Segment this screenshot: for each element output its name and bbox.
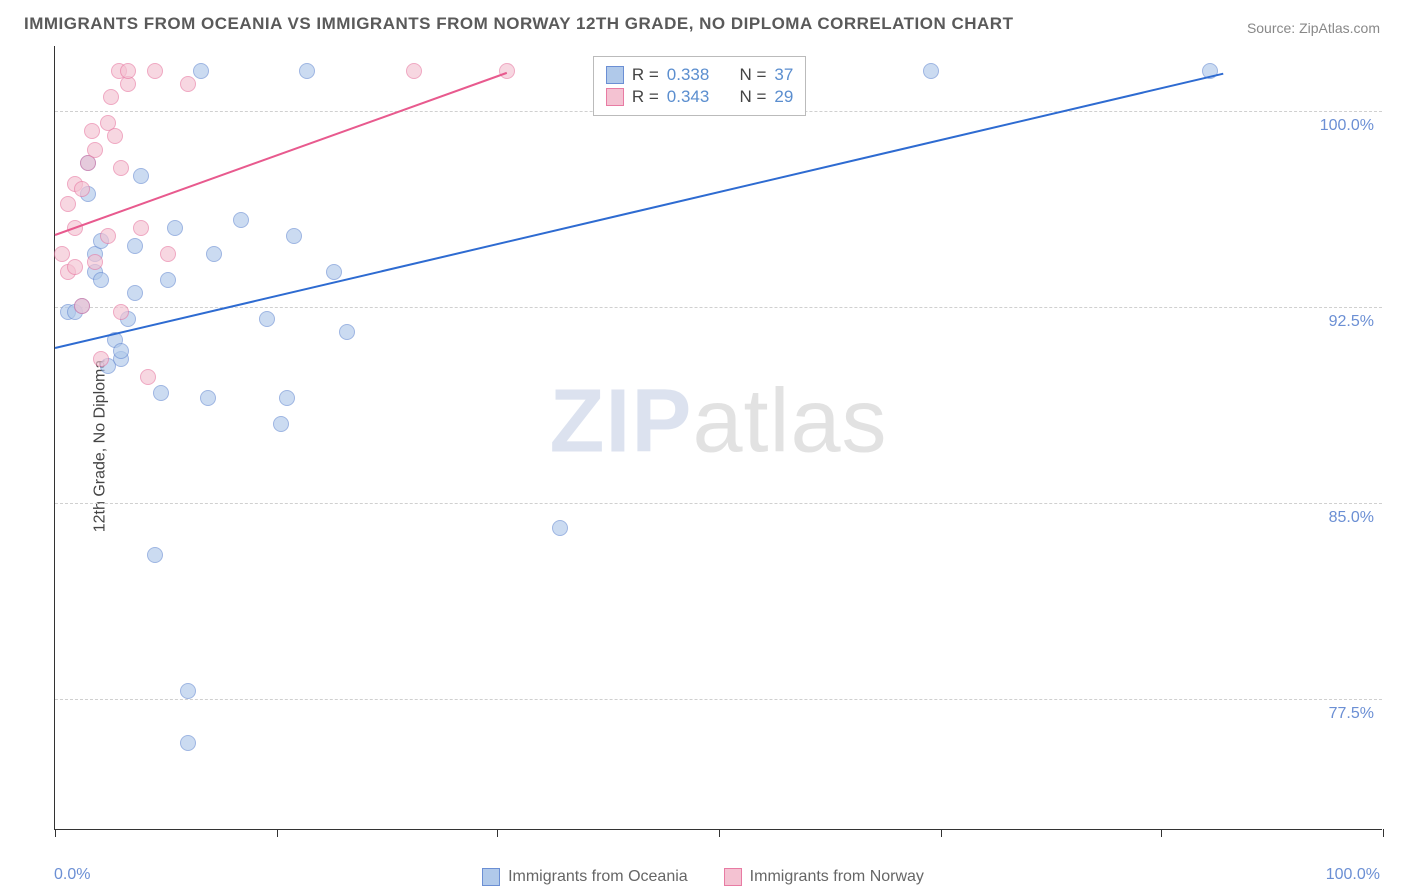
- n-value: 29: [774, 87, 793, 107]
- gridline: [55, 699, 1382, 700]
- watermark-atlas: atlas: [692, 371, 887, 471]
- x-tick: [277, 829, 278, 837]
- legend-label: Immigrants from Norway: [750, 868, 924, 886]
- scatter-point: [113, 160, 129, 176]
- legend-swatch: [724, 868, 742, 886]
- y-tick-label: 92.5%: [1329, 313, 1374, 331]
- watermark-zip: ZIP: [549, 371, 692, 471]
- correlation-legend-row: R = 0.338 N = 37: [606, 65, 794, 85]
- scatter-point: [113, 343, 129, 359]
- scatter-point: [60, 196, 76, 212]
- chart-title: IMMIGRANTS FROM OCEANIA VS IMMIGRANTS FR…: [24, 14, 1013, 34]
- bottom-legend-item: Immigrants from Oceania: [482, 868, 688, 886]
- y-tick-label: 85.0%: [1329, 509, 1374, 527]
- scatter-point: [160, 272, 176, 288]
- legend-swatch: [606, 66, 624, 84]
- scatter-point: [93, 272, 109, 288]
- scatter-point: [113, 304, 129, 320]
- scatter-point: [259, 311, 275, 327]
- scatter-point: [206, 246, 222, 262]
- correlation-legend: R = 0.338 N = 37R = 0.343 N = 29: [593, 56, 807, 116]
- scatter-point: [233, 212, 249, 228]
- chart-area: ZIPatlas 77.5% 85.0% 92.5% 100.0% R = 0.338 …: [54, 46, 1382, 830]
- n-label: N =: [739, 87, 766, 107]
- scatter-point: [499, 63, 515, 79]
- scatter-point: [93, 351, 109, 367]
- x-tick: [719, 829, 720, 837]
- scatter-point: [153, 385, 169, 401]
- scatter-point: [103, 89, 119, 105]
- n-label: N =: [739, 65, 766, 85]
- scatter-point: [67, 259, 83, 275]
- scatter-point: [406, 63, 422, 79]
- watermark: ZIPatlas: [549, 370, 887, 473]
- correlation-legend-row: R = 0.343 N = 29: [606, 87, 794, 107]
- legend-label: Immigrants from Oceania: [508, 868, 688, 886]
- x-tick: [1383, 829, 1384, 837]
- x-tick: [1161, 829, 1162, 837]
- scatter-point: [140, 369, 156, 385]
- scatter-point: [339, 324, 355, 340]
- x-tick: [497, 829, 498, 837]
- gridline: [55, 503, 1382, 504]
- scatter-point: [299, 63, 315, 79]
- n-value: 37: [774, 65, 793, 85]
- scatter-point: [193, 63, 209, 79]
- legend-swatch: [482, 868, 500, 886]
- source-label: Source: ZipAtlas.com: [1247, 20, 1380, 36]
- scatter-point: [180, 683, 196, 699]
- scatter-point: [180, 735, 196, 751]
- scatter-point: [200, 390, 216, 406]
- bottom-legend-item: Immigrants from Norway: [724, 868, 924, 886]
- scatter-point: [552, 520, 568, 536]
- scatter-point: [167, 220, 183, 236]
- scatter-point: [120, 63, 136, 79]
- source-prefix: Source:: [1247, 20, 1299, 36]
- x-tick: [55, 829, 56, 837]
- x-tick: [941, 829, 942, 837]
- y-tick-label: 100.0%: [1320, 117, 1374, 135]
- y-tick-label: 77.5%: [1329, 705, 1374, 723]
- scatter-point: [127, 238, 143, 254]
- scatter-point: [160, 246, 176, 262]
- scatter-point: [326, 264, 342, 280]
- scatter-point: [147, 63, 163, 79]
- scatter-point: [127, 285, 143, 301]
- scatter-point: [923, 63, 939, 79]
- scatter-point: [100, 228, 116, 244]
- legend-swatch: [606, 88, 624, 106]
- r-label: R =: [632, 87, 659, 107]
- scatter-point: [147, 547, 163, 563]
- bottom-legend: Immigrants from Oceania Immigrants from N…: [0, 868, 1406, 886]
- scatter-point: [180, 76, 196, 92]
- r-value: 0.338: [667, 65, 710, 85]
- chart-plot-region: ZIPatlas 77.5% 85.0% 92.5% 100.0% R = 0.338 …: [55, 46, 1382, 829]
- r-value: 0.343: [667, 87, 710, 107]
- scatter-point: [87, 254, 103, 270]
- scatter-point: [286, 228, 302, 244]
- trend-line: [55, 72, 507, 236]
- scatter-point: [279, 390, 295, 406]
- r-label: R =: [632, 65, 659, 85]
- scatter-point: [133, 220, 149, 236]
- scatter-point: [87, 142, 103, 158]
- scatter-point: [133, 168, 149, 184]
- scatter-point: [273, 416, 289, 432]
- scatter-point: [107, 128, 123, 144]
- scatter-point: [54, 246, 70, 262]
- source-name: ZipAtlas.com: [1299, 20, 1380, 36]
- scatter-point: [84, 123, 100, 139]
- scatter-point: [74, 181, 90, 197]
- gridline: [55, 307, 1382, 308]
- scatter-point: [74, 298, 90, 314]
